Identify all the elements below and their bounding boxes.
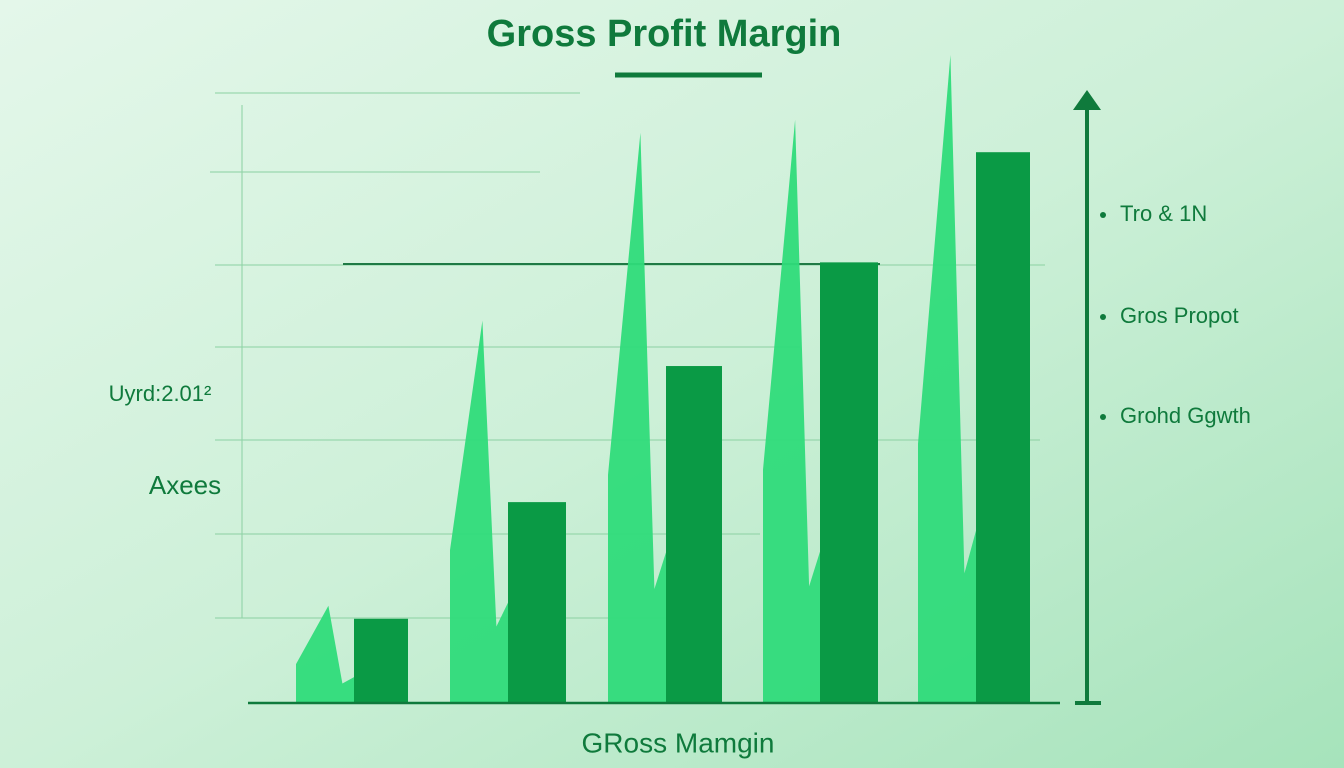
marks — [296, 55, 1030, 704]
legend-bullet — [1100, 314, 1106, 320]
bar — [666, 366, 722, 703]
legend-label: Tro & 1N — [1120, 201, 1207, 226]
legend-bullet — [1100, 414, 1106, 420]
bar — [976, 152, 1030, 703]
annotation: Uyrd:2.01² — [109, 381, 212, 406]
legend: Tro & 1N Gros Propot Grohd Ggwth — [1100, 201, 1251, 428]
right-arrow — [1073, 90, 1101, 705]
x-axis-label: GRoss Mamgin — [582, 727, 775, 758]
legend-label: Grohd Ggwth — [1120, 403, 1251, 428]
legend-bullet — [1100, 212, 1106, 218]
bar — [820, 262, 878, 703]
y-axis-label: Axees — [149, 470, 221, 500]
bar — [354, 618, 408, 703]
legend-label: Gros Propot — [1120, 303, 1239, 328]
chart-title: Gross Profit Margin — [487, 13, 842, 55]
bar — [508, 502, 566, 703]
